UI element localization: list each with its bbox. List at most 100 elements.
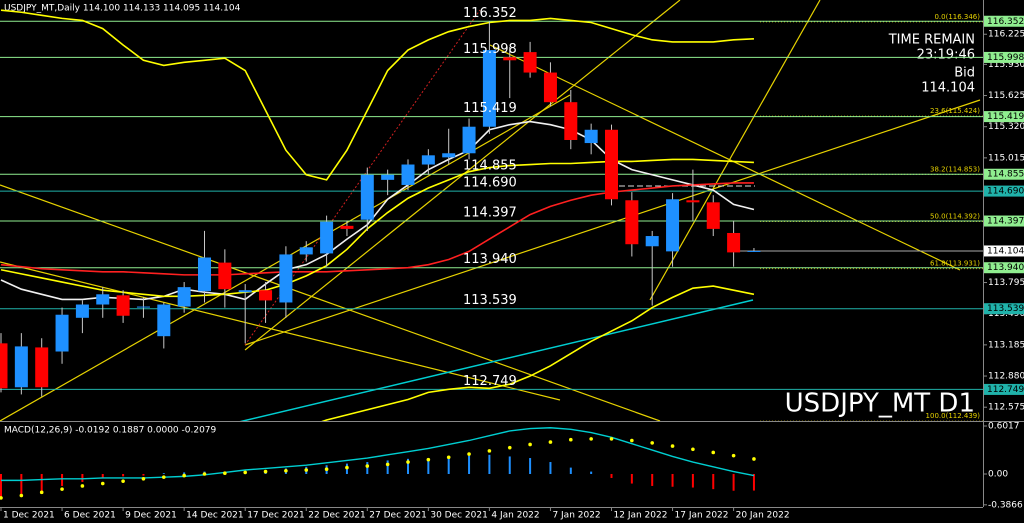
level-box: [984, 15, 1024, 27]
level-box-label: 114.855: [987, 170, 1024, 180]
bid-box: [984, 245, 1024, 257]
y-tick-label: 0.00: [988, 469, 1008, 479]
macd-bar: [630, 473, 633, 484]
level-box-label: 115.419: [987, 112, 1024, 122]
overlay-line: [0, 9, 754, 181]
overlay-line: [0, 182, 754, 276]
level-box: [984, 185, 1024, 197]
macd-bar: [142, 473, 145, 476]
x-tick-label: 6 Dec 2021: [64, 511, 116, 521]
level-box: [984, 111, 1024, 123]
signal-dot: [121, 479, 125, 483]
signal-dot: [202, 472, 207, 476]
candle-body: [442, 153, 456, 158]
level-label: 116.352: [463, 6, 517, 21]
signal-dot: [406, 460, 410, 464]
macd-bar: [183, 472, 186, 474]
signal-dot: [263, 469, 268, 474]
candle-body: [421, 155, 435, 165]
trendline: [0, 261, 561, 401]
signal-dot: [446, 455, 451, 460]
x-tick-label: 1 Dec 2021: [3, 511, 55, 521]
candle-body: [96, 294, 110, 305]
fib-label: 50.0(114.392): [930, 213, 980, 221]
level-label: 115.998: [463, 42, 517, 57]
trendline: [0, 184, 661, 421]
signal-dot: [182, 473, 186, 478]
macd-bar: [366, 462, 369, 474]
level-box: [984, 262, 1024, 274]
level-label: 113.539: [463, 293, 517, 308]
level-box-label: 112.749: [987, 385, 1024, 395]
macd-bar: [447, 456, 450, 474]
candle-body: [625, 200, 639, 245]
y-tick-label: 0.6017: [988, 422, 1020, 432]
macd-title: MACD(12,26,9) -0.0192 0.1887 0.0000 -0.2…: [4, 426, 217, 436]
trendline: [244, 99, 981, 346]
macd-bar: [162, 473, 165, 474]
fib-label: 23.6(115.424): [930, 107, 980, 115]
level-label: 114.855: [463, 159, 517, 174]
signal-dot: [569, 437, 573, 442]
macd-bar: [651, 473, 654, 486]
x-tick-label: 20 Jan 2022: [736, 511, 790, 521]
level-box: [984, 51, 1024, 63]
candle-body: [136, 306, 150, 308]
macd-bar: [0, 473, 2, 498]
trendline: [649, 0, 821, 301]
level-box: [984, 168, 1024, 180]
bid-box-label: 114.104: [987, 246, 1024, 256]
candle-body: [686, 200, 700, 203]
signal-dot: [39, 490, 44, 495]
fib-label: 0.0(116.346): [934, 13, 980, 21]
candle-body: [14, 346, 28, 388]
y-tick-label: 115.930: [988, 60, 1024, 70]
candle-body: [340, 225, 354, 229]
macd-bar: [20, 473, 23, 494]
candle-body: [198, 257, 211, 292]
macd-bar: [427, 458, 430, 474]
candle-body: [503, 57, 517, 61]
candle-body: [605, 129, 618, 200]
signal-dot: [80, 484, 85, 488]
candle-body: [747, 250, 761, 252]
signal-dot: [589, 437, 593, 441]
x-tick-label: 22 Dec 2021: [308, 511, 366, 521]
level-box-label: 114.690: [987, 187, 1024, 197]
x-tick-label: 7 Jan 2022: [552, 511, 600, 521]
candle-body: [360, 174, 374, 220]
candle-body: [116, 295, 130, 316]
macd-line: [1, 427, 755, 482]
trendline: [489, 44, 961, 271]
candle-body: [218, 262, 232, 290]
symbol-label: USDJPY_MT D1: [785, 389, 975, 419]
macd-bar: [529, 458, 532, 474]
bid-value: 114.104: [921, 81, 975, 96]
time-remain: 23:19:46: [917, 48, 975, 63]
level-label: 114.690: [463, 176, 517, 191]
signal-dot: [0, 496, 3, 500]
signal-dot: [60, 487, 64, 491]
macd-bar: [122, 473, 125, 477]
signal-dot: [507, 445, 512, 450]
signal-dot: [426, 457, 431, 462]
signal-dot: [223, 471, 227, 475]
signal-dot: [711, 450, 716, 455]
candle-body: [35, 347, 49, 388]
y-tick-label: 112.880: [988, 372, 1024, 382]
candle-body: [706, 202, 720, 229]
y-tick-label: 112.575: [988, 403, 1024, 413]
x-tick-label: 17 Jan 2022: [675, 511, 729, 521]
signal-dot: [691, 447, 695, 452]
signal-dot: [100, 481, 105, 486]
overlay-line: [321, 285, 755, 421]
time-remain-label: TIME REMAIN: [888, 33, 975, 48]
candle-body: [157, 304, 171, 337]
fib-label: 38.2(114.853): [930, 165, 980, 173]
candle-body: [320, 221, 334, 254]
macd-bar: [732, 473, 735, 491]
candle-body: [55, 314, 69, 352]
fib-label: 61.8(113.931): [930, 260, 980, 268]
macd-bar: [712, 473, 715, 490]
candle-body: [727, 232, 741, 253]
